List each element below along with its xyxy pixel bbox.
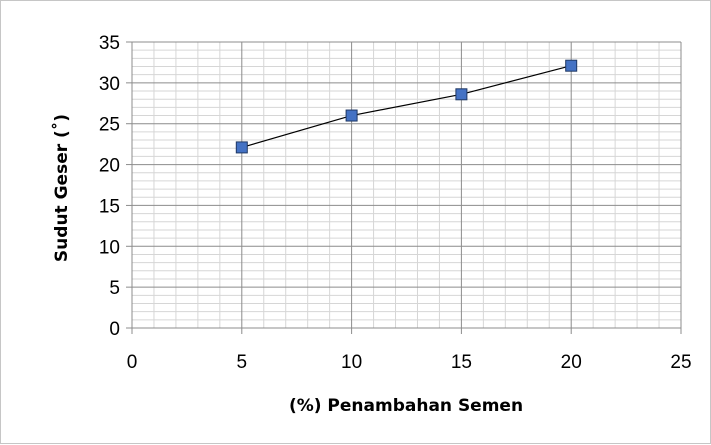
data-point	[455, 88, 468, 101]
x-tick-label: 10	[341, 352, 362, 373]
x-axis-tick-labels: 0 5 10 15 20 25	[127, 352, 692, 373]
x-tick-label: 5	[237, 352, 248, 373]
x-tick-label: 20	[561, 352, 582, 373]
data-point	[345, 109, 358, 122]
y-tick-label: 0	[109, 319, 120, 340]
y-tick-label: 10	[99, 237, 120, 258]
x-tick-label: 25	[670, 352, 691, 373]
axes	[126, 41, 682, 334]
data-point	[565, 59, 578, 72]
x-axis-title: (%) Penambahan Semen	[289, 396, 523, 416]
grid	[132, 41, 682, 328]
y-axis-title: Sudut Geser (˚)	[50, 114, 72, 262]
series-line	[241, 65, 572, 148]
x-tick-label: 0	[127, 352, 138, 373]
y-tick-label: 35	[99, 33, 120, 54]
y-tick-label: 30	[99, 74, 120, 95]
x-tick-label: 15	[451, 352, 472, 373]
y-tick-label: 25	[99, 115, 120, 136]
y-tick-label: 20	[99, 156, 120, 177]
data-series	[235, 59, 578, 154]
y-tick-label: 5	[109, 278, 120, 299]
data-point	[235, 141, 248, 154]
y-tick-label: 15	[99, 196, 120, 217]
y-axis-tick-labels: 0 5 10 15 20 25 30 35	[99, 33, 120, 340]
